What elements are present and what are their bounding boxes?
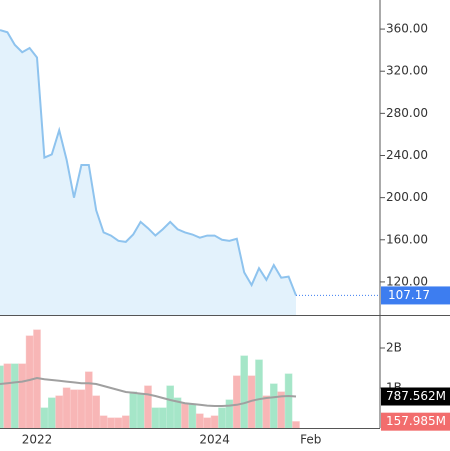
volume-bar (181, 403, 189, 428)
volume-bar (218, 407, 226, 428)
value-label-box (381, 387, 450, 406)
volume-bar (144, 385, 152, 428)
value-label: 157.985M (386, 414, 446, 428)
volume-bar (77, 389, 86, 428)
volume-bar (240, 355, 248, 428)
volume-bar (0, 365, 4, 428)
volume-bar (92, 395, 101, 428)
volume-bar (129, 391, 137, 428)
volume-bar (292, 421, 300, 428)
volume-bar (233, 375, 241, 428)
last-price-label: 107.17 (388, 288, 430, 302)
volume-bar (277, 391, 285, 428)
y-tick-label: 200.00 (386, 190, 428, 204)
volume-bar (11, 363, 19, 428)
y-tick-label: 320.00 (386, 64, 428, 78)
volume-bar (225, 399, 234, 428)
volume-bar (25, 335, 34, 428)
price-line (0, 29, 297, 296)
y-tick-label: 360.00 (386, 22, 428, 36)
volume-bar (210, 415, 219, 428)
y-tick-label: 160.00 (386, 232, 428, 246)
volume-bar (18, 363, 26, 428)
volume-bar (55, 395, 64, 428)
volume-bar (188, 403, 197, 428)
volume-bar (136, 393, 145, 428)
y-tick-label: 2B (386, 341, 402, 355)
y-tick-label: 120.00 (386, 274, 428, 288)
volume-bar (166, 385, 174, 428)
volume-bar (3, 363, 12, 428)
x-tick-label: 2022 (22, 433, 53, 447)
price-plot (0, 29, 297, 315)
volume-bar (62, 387, 71, 428)
volume-bar (70, 389, 78, 428)
volume-bar (48, 397, 56, 428)
volume-bar (114, 417, 123, 428)
volume-bar (151, 407, 160, 428)
volume-bar (40, 407, 49, 428)
value-label-box (381, 412, 450, 431)
volume-plot (0, 329, 300, 428)
x-tick-label: 2024 (199, 433, 230, 447)
volume-bar (270, 383, 278, 428)
volume-bar (99, 415, 108, 428)
y-tick-label: 280.00 (386, 106, 428, 120)
volume-bar (159, 407, 167, 428)
price-area (0, 30, 296, 315)
last-price-box (381, 286, 450, 305)
volume-bar (85, 371, 93, 428)
volume-bar (196, 413, 204, 428)
volume-bar (255, 359, 263, 428)
x-tick-label: Feb (300, 433, 321, 447)
volume-bar (203, 417, 211, 428)
volume-bar (173, 397, 182, 428)
volume-bar (262, 395, 271, 428)
volume-bar (284, 373, 293, 428)
volume-bar (107, 417, 115, 428)
volume-bar (122, 415, 130, 428)
value-label: 787.562M (386, 389, 446, 403)
volume-ma (0, 376, 297, 407)
y-tick-label: 240.00 (386, 148, 428, 162)
